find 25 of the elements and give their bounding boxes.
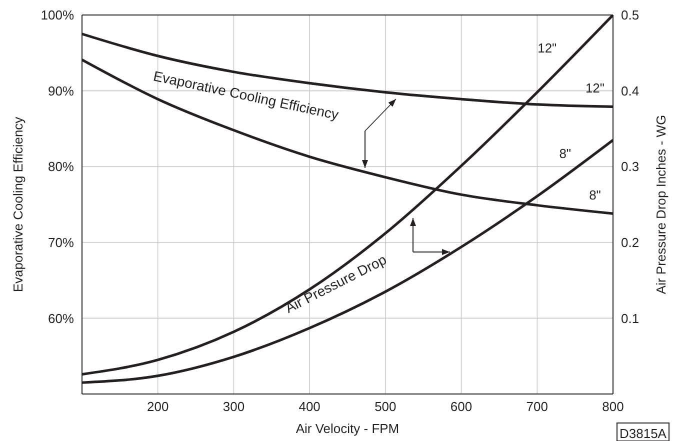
y-tick-label: 90%: [48, 83, 74, 98]
series-label: 12": [538, 40, 558, 56]
y-tick-label: 80%: [48, 159, 74, 174]
y-tick-label: 70%: [48, 235, 74, 250]
x-tick-label: 700: [526, 399, 548, 414]
x-axis-title: Air Velocity - FPM: [296, 421, 400, 436]
series-label: 8": [559, 146, 572, 162]
x-tick-label: 300: [222, 399, 245, 414]
y2-tick-label: 0.1: [621, 310, 640, 326]
y-tick-label: 60%: [48, 310, 74, 326]
series-label: 12": [585, 80, 605, 96]
y2-tick-label: 0.2: [621, 235, 640, 250]
x-tick-label: 200: [147, 399, 169, 414]
text: D3815A: [620, 426, 667, 441]
y2-tick-label: 0.3: [621, 159, 640, 174]
x-tick-label: 600: [450, 399, 472, 414]
y2-axis-title: Air Pressure Drop Inches - WG: [654, 114, 669, 294]
y2-tick-label: 0.4: [621, 83, 640, 98]
y2-tick-label: 0.5: [621, 8, 640, 23]
x-tick-label: 400: [298, 399, 320, 414]
x-tick-label: 500: [374, 399, 396, 414]
y-tick-label: 100%: [40, 8, 74, 23]
y-axis-title: Evaporative Cooling Efficiency: [10, 116, 26, 292]
series-label: 8": [589, 188, 602, 203]
x-tick-label: 800: [602, 399, 624, 414]
